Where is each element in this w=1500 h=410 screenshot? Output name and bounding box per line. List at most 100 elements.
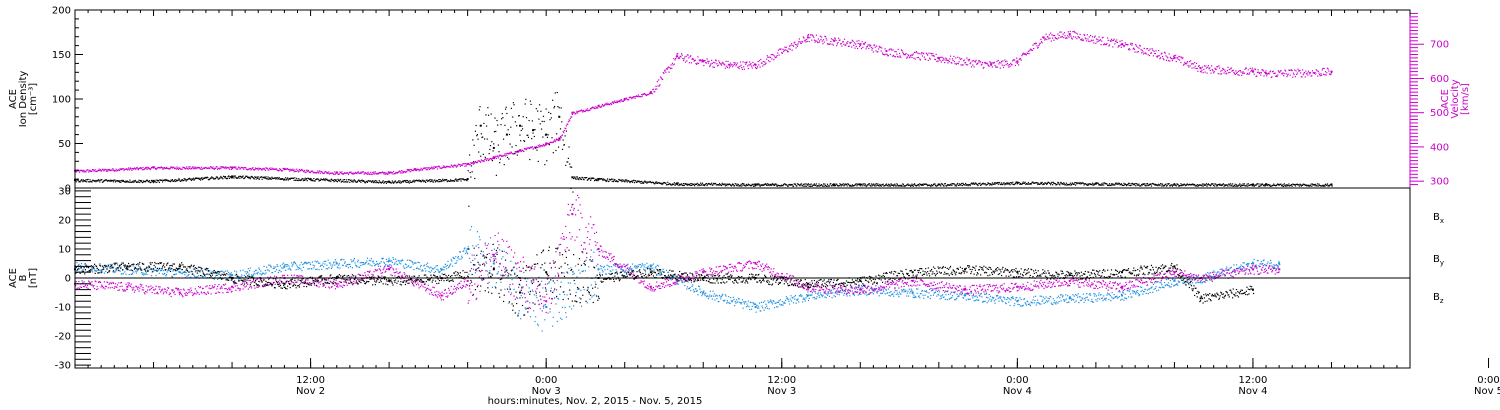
by-series-sample	[682, 278, 685, 281]
density-series-sample	[468, 205, 470, 207]
density-series-sample	[1154, 183, 1156, 185]
density-series-sample	[616, 181, 619, 183]
by-series-sample	[167, 269, 169, 272]
by-series-sample	[288, 267, 291, 269]
velocity-series-sample	[175, 168, 177, 170]
density-series-sample	[1234, 183, 1236, 185]
velocity-series-sample	[866, 45, 869, 48]
velocity-series-sample	[710, 63, 712, 65]
by-series-sample	[237, 278, 240, 280]
velocity-series-sample	[738, 67, 740, 70]
velocity-series-sample	[128, 169, 130, 171]
velocity-series-sample	[1080, 39, 1083, 41]
density-series-sample	[271, 177, 274, 179]
velocity-series-sample	[849, 42, 851, 44]
velocity-series-sample	[883, 54, 886, 56]
by-series-sample	[143, 274, 145, 276]
density-series-sample	[1091, 182, 1094, 184]
density-series-sample	[1175, 184, 1177, 186]
density-series-sample	[88, 181, 90, 183]
density-series-sample	[411, 181, 413, 183]
by-series-sample	[379, 265, 382, 267]
by-series-sample	[171, 275, 173, 278]
by-series-sample	[125, 273, 127, 275]
density-series-sample	[167, 180, 169, 182]
density-series-sample	[537, 110, 539, 112]
density-series-sample	[516, 154, 518, 156]
density-series-sample	[1080, 183, 1082, 185]
by-series-sample	[237, 276, 239, 278]
density-series-sample	[329, 179, 331, 181]
density-series-sample	[334, 179, 336, 181]
density-series-sample	[1195, 185, 1197, 187]
density-series-sample	[949, 184, 951, 186]
density-series-sample	[957, 182, 959, 185]
density-series-sample	[96, 179, 98, 182]
velocity-series-sample	[830, 38, 833, 40]
density-series-sample	[991, 184, 993, 186]
velocity-series-sample	[707, 60, 709, 62]
density-series-sample	[282, 178, 284, 180]
density-series-sample	[397, 181, 399, 183]
density-series-sample	[1131, 182, 1133, 185]
density-series-sample	[276, 176, 278, 179]
velocity-series-sample	[431, 166, 433, 168]
density-series-sample	[679, 184, 681, 186]
density-series-sample	[338, 179, 340, 182]
density-series-sample	[154, 181, 157, 183]
velocity-series-sample	[1196, 67, 1198, 70]
velocity-series-sample	[532, 148, 534, 150]
velocity-series-sample	[880, 50, 882, 52]
by-series-sample	[393, 263, 395, 265]
density-series-sample	[730, 185, 732, 187]
velocity-series-sample	[1328, 70, 1330, 72]
by-series-sample	[608, 272, 610, 275]
velocity-series-sample	[787, 51, 789, 53]
velocity-series-sample	[953, 61, 956, 63]
by-series-sample	[483, 278, 485, 280]
velocity-series-sample	[421, 169, 424, 171]
velocity-series-sample	[1312, 72, 1314, 74]
density-series-sample	[482, 136, 484, 138]
density-series-sample	[332, 179, 335, 181]
density-series-sample	[380, 182, 382, 184]
velocity-series-sample	[1131, 43, 1134, 45]
density-series-sample	[1045, 182, 1047, 184]
density-series-sample	[255, 178, 257, 180]
velocity-series-sample	[224, 166, 226, 169]
velocity-series-sample	[162, 167, 164, 169]
by-series-sample	[84, 263, 87, 265]
velocity-axis-title-line: [km/s]	[1460, 83, 1471, 115]
density-series-sample	[388, 180, 390, 183]
density-series-sample	[576, 178, 578, 180]
velocity-series-sample	[1212, 70, 1214, 72]
by-series-sample	[165, 275, 167, 277]
velocity-series-sample	[300, 169, 302, 172]
density-series-sample	[390, 182, 392, 184]
velocity-series-sample	[492, 157, 494, 159]
velocity-series-sample	[1065, 37, 1067, 39]
density-series-sample	[602, 179, 604, 181]
velocity-series-sample	[473, 162, 475, 165]
velocity-series-sample	[511, 152, 513, 155]
density-series-sample	[591, 177, 594, 180]
density-series-sample	[424, 180, 426, 182]
velocity-series-sample	[1232, 69, 1234, 71]
density-series-sample	[997, 181, 999, 184]
velocity-series-sample	[412, 169, 414, 171]
by-series-sample	[401, 259, 403, 261]
velocity-series-sample	[358, 172, 360, 174]
density-series-sample	[1167, 183, 1170, 185]
density-series-sample	[599, 178, 602, 180]
density-series-sample	[123, 180, 125, 183]
velocity-series-sample	[863, 43, 865, 46]
velocity-series-sample	[451, 165, 453, 167]
density-series-sample	[1218, 184, 1221, 186]
velocity-series-sample	[98, 168, 100, 170]
velocity-series-sample	[353, 173, 355, 175]
velocity-series-sample	[773, 59, 775, 61]
density-series-sample	[828, 185, 830, 187]
density-series-point	[492, 146, 495, 149]
by-series-sample	[514, 272, 516, 274]
by-series-sample	[632, 271, 634, 273]
